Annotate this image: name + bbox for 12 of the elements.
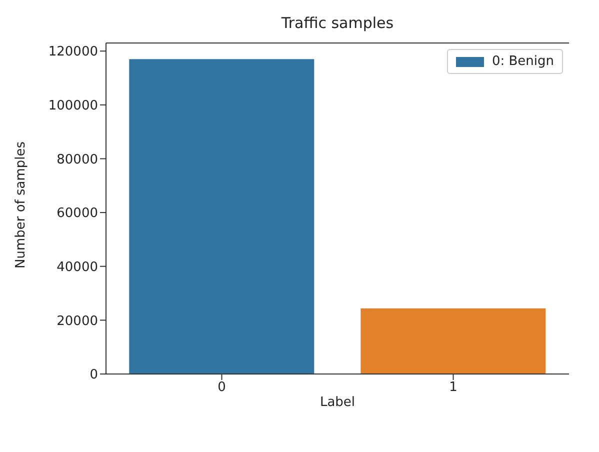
x-axis-title: Label — [320, 395, 356, 410]
chart-title: Traffic samples — [280, 14, 395, 32]
y-tick-label: 60000 — [56, 206, 98, 222]
y-tick-label: 0 — [90, 368, 98, 383]
y-tick-label: 100000 — [48, 98, 98, 114]
y-tick-label: 120000 — [48, 44, 98, 60]
x-tick-label: 1 — [449, 380, 458, 396]
legend-label: 0: Benign — [492, 54, 554, 69]
y-axis-title: Number of samples — [14, 141, 29, 268]
y-tick-label: 20000 — [56, 314, 98, 329]
y-tick-label: 40000 — [56, 260, 98, 275]
y-tick-label: 80000 — [56, 152, 98, 168]
